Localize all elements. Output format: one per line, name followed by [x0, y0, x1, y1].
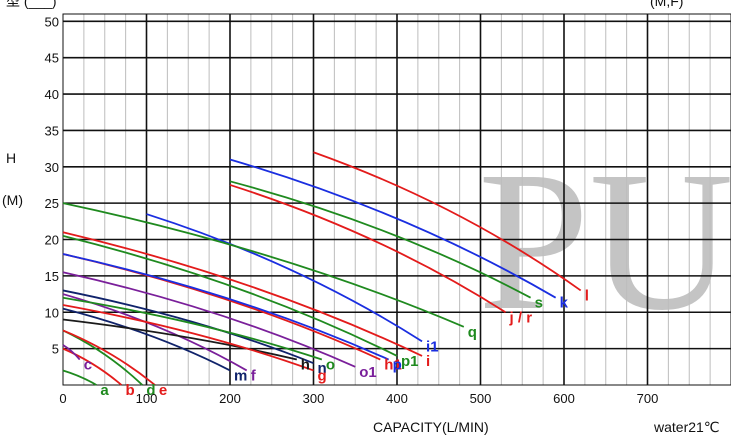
y-tick-label: 25: [45, 196, 59, 211]
series-label-e: e: [159, 382, 167, 399]
y-tick-label: 20: [45, 233, 59, 248]
y-axis-label-bottom: (M): [2, 192, 23, 208]
y-tick-labels: 5 10 15 20 25 30 35 40 45 50: [45, 14, 59, 356]
series-line-c: [62, 344, 81, 361]
header-right-text: (M,F): [650, 0, 683, 9]
x-tick-label: 400: [386, 391, 408, 406]
y-axis-label-top: H: [6, 150, 16, 166]
water-temperature-note: water21℃: [653, 419, 720, 435]
y-tick-label: 10: [45, 305, 59, 320]
x-tick-labels: 0 100 200 300 400 500 600 700: [59, 391, 658, 406]
series-label-s: s: [535, 295, 543, 312]
series-label-f: f: [251, 367, 257, 384]
series-label-b: b: [125, 382, 134, 399]
series-line-a: [62, 369, 97, 386]
series-line-g: [62, 304, 314, 372]
series-label-i: i: [426, 353, 430, 370]
x-tick-label: 0: [59, 391, 66, 406]
series-label-m: m: [234, 367, 247, 384]
series-label-o1: o1: [359, 364, 377, 381]
series-label-jr: j / r: [509, 309, 533, 326]
x-tick-label: 600: [553, 391, 575, 406]
series-line-i1: [146, 213, 423, 343]
y-tick-label: 35: [45, 123, 59, 138]
series-line-l: [313, 151, 582, 292]
minor-grid: [83, 14, 711, 385]
series-label-n: n: [318, 360, 327, 377]
x-tick-label: 700: [637, 391, 659, 406]
series-label-h1: h1: [384, 357, 402, 374]
series-label-a: a: [100, 382, 109, 399]
y-tick-label: 50: [45, 14, 59, 29]
series-labels: a b c d e m f h ngo o1 h1p p1 ii1 q j / rs k l: [84, 287, 589, 399]
series-line-e: [62, 329, 156, 386]
series-line-b: [62, 347, 123, 386]
series-label-l: l: [585, 287, 589, 304]
series-line-m: [62, 307, 231, 372]
series-line-q: [62, 202, 465, 328]
series-label-h: h: [301, 357, 310, 374]
x-tick-label: 100: [136, 391, 158, 406]
y-tick-label: 30: [45, 160, 59, 175]
series-line-k: [229, 158, 557, 299]
header-left-text: 型 (___): [6, 0, 57, 9]
series-line-s: [229, 180, 532, 299]
series-line-o1: [62, 271, 356, 368]
x-axis-label: CAPACITY(L/MIN): [373, 419, 489, 435]
series-label-p1: p1: [401, 353, 419, 370]
series-line-p1: [62, 234, 398, 357]
series-label-p: p: [393, 357, 402, 374]
series-line-jr: [229, 184, 507, 314]
y-tick-label: 45: [45, 51, 59, 66]
series-label-o: o: [326, 357, 335, 374]
series-line-i: [62, 231, 423, 357]
series-line-o: [62, 296, 323, 361]
x-tick-label: 300: [303, 391, 325, 406]
series-label-g: g: [318, 367, 327, 384]
series-label-c: c: [84, 357, 92, 374]
x-tick-label: 500: [470, 391, 492, 406]
y-tick-label: 5: [52, 342, 59, 357]
plot-frame: [62, 13, 731, 386]
major-grid: [63, 14, 731, 385]
y-tick-label: 15: [45, 269, 59, 284]
series-label-i1: i1: [426, 338, 439, 355]
series-layer: [62, 151, 582, 386]
series-line-p: [62, 253, 390, 361]
series-line-h: [62, 318, 298, 361]
series-line-n: [62, 289, 314, 365]
series-label-d: d: [146, 382, 155, 399]
y-tick-label: 40: [45, 87, 59, 102]
series-label-k: k: [560, 295, 569, 312]
series-label-q: q: [468, 324, 477, 341]
series-line-d: [62, 329, 143, 386]
x-tick-label: 200: [219, 391, 241, 406]
